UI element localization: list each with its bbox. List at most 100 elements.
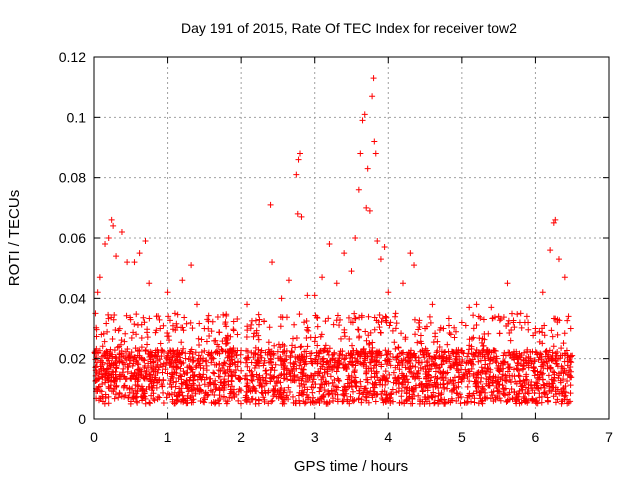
data-point — [470, 312, 477, 319]
data-point — [341, 333, 348, 340]
data-point — [453, 398, 460, 405]
data-point — [277, 379, 284, 386]
data-point — [132, 370, 139, 377]
data-point — [560, 384, 567, 391]
data-point — [243, 372, 250, 379]
data-point — [140, 314, 147, 321]
data-point — [101, 338, 108, 345]
data-point — [256, 321, 263, 328]
data-point — [538, 351, 545, 358]
data-point — [266, 324, 273, 331]
data-point — [439, 355, 446, 362]
data-point — [139, 397, 146, 404]
data-point — [520, 356, 527, 363]
data-point — [462, 322, 469, 329]
data-point — [102, 395, 109, 402]
data-point — [512, 378, 519, 385]
data-point — [470, 325, 477, 332]
data-point — [524, 346, 531, 353]
data-point — [371, 373, 378, 380]
data-point — [543, 349, 550, 356]
data-point — [223, 311, 230, 318]
data-point — [201, 347, 208, 354]
data-point — [184, 369, 191, 376]
data-point — [463, 399, 470, 406]
data-point — [333, 317, 340, 324]
data-point — [392, 313, 399, 320]
data-point — [356, 387, 363, 394]
data-point — [236, 376, 243, 383]
data-point — [270, 350, 277, 357]
data-point — [313, 349, 320, 356]
data-point — [197, 398, 204, 405]
data-point — [105, 235, 112, 241]
data-point — [567, 390, 574, 397]
data-point — [256, 372, 263, 379]
data-point — [116, 325, 123, 332]
data-point — [340, 361, 347, 368]
data-point — [314, 342, 321, 349]
data-point — [305, 394, 312, 401]
data-point — [136, 367, 143, 374]
data-point — [520, 365, 527, 372]
data-point — [146, 280, 153, 287]
data-point — [260, 394, 267, 401]
data-point — [315, 368, 322, 375]
data-point — [110, 222, 117, 229]
data-point — [500, 314, 507, 321]
data-point — [362, 393, 369, 400]
data-point — [302, 372, 309, 379]
data-point — [349, 319, 356, 326]
data-point — [330, 397, 337, 404]
data-point — [227, 333, 234, 340]
data-point — [151, 376, 158, 383]
data-point — [550, 368, 556, 375]
data-point — [465, 359, 472, 366]
data-point — [99, 343, 106, 350]
data-point — [160, 348, 167, 355]
data-point — [103, 320, 110, 327]
data-point — [190, 377, 197, 384]
data-point — [550, 376, 557, 383]
data-point — [515, 390, 522, 397]
data-point — [324, 370, 331, 377]
data-point — [419, 347, 426, 354]
data-point — [341, 356, 348, 363]
data-point — [450, 348, 457, 355]
data-point — [457, 391, 464, 398]
data-point — [505, 320, 512, 327]
data-point — [243, 396, 250, 403]
data-point — [188, 262, 195, 269]
data-point — [370, 390, 377, 397]
data-point — [484, 348, 491, 355]
data-point — [293, 335, 300, 342]
data-point — [132, 381, 139, 388]
data-point — [388, 390, 395, 397]
data-point — [169, 354, 176, 361]
data-point — [455, 394, 462, 401]
data-point — [344, 396, 351, 403]
data-point — [229, 389, 235, 396]
data-point — [375, 319, 382, 326]
data-point — [423, 368, 430, 375]
data-point — [364, 165, 371, 172]
data-point — [155, 313, 162, 320]
data-point — [382, 313, 389, 320]
data-point — [337, 348, 344, 355]
data-point — [429, 301, 436, 308]
data-point — [541, 389, 548, 396]
data-point — [433, 361, 440, 368]
data-point — [366, 207, 373, 214]
data-point — [366, 359, 373, 366]
data-point — [324, 347, 331, 354]
data-point — [347, 350, 354, 357]
data-point — [329, 351, 336, 358]
data-point — [303, 318, 310, 325]
data-point — [96, 274, 103, 281]
data-point — [268, 375, 275, 382]
data-point — [372, 150, 379, 157]
data-point — [389, 327, 396, 334]
data-point — [329, 379, 336, 386]
data-point — [471, 352, 478, 359]
data-point — [261, 318, 268, 325]
